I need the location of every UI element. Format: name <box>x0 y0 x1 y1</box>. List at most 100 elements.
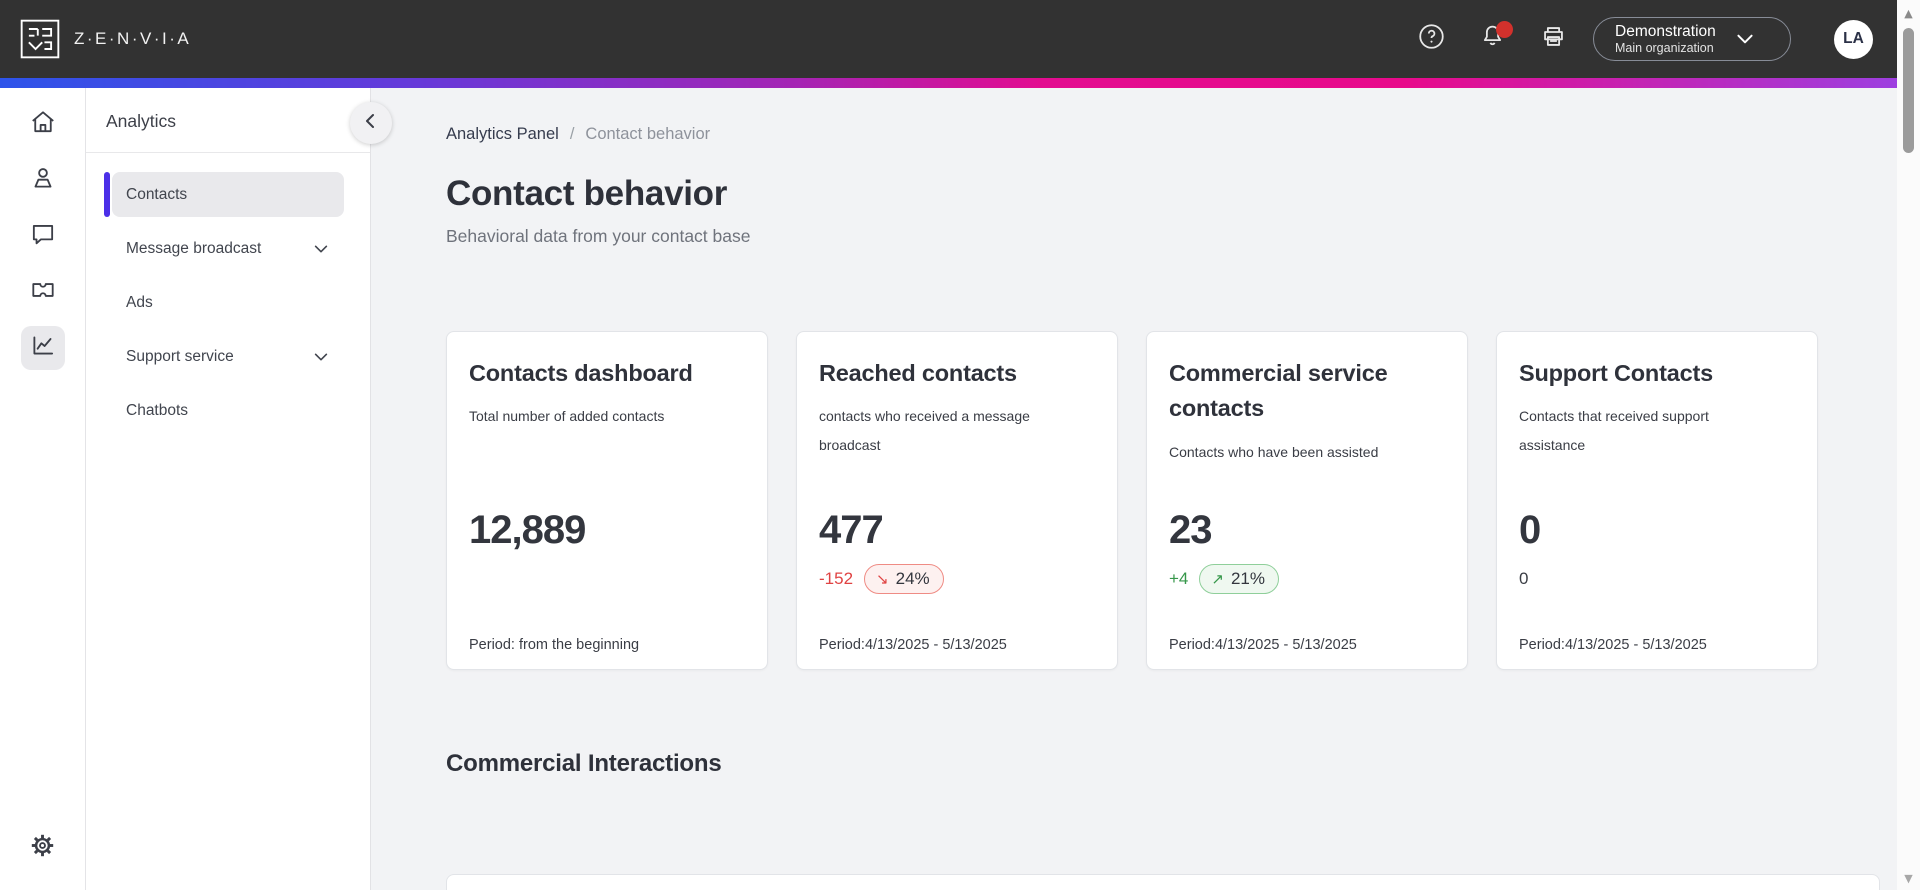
card-period: Period:4/13/2025 - 5/13/2025 <box>1519 637 1707 653</box>
card-description: Total number of added contacts <box>469 408 665 425</box>
card-delta-row: -152 ↘ 24% <box>819 564 944 594</box>
card-period: Period:4/13/2025 - 5/13/2025 <box>819 637 1007 653</box>
sidebar-item-label: Support service <box>126 347 234 365</box>
sidebar-item-contacts[interactable]: Contacts <box>104 172 344 217</box>
help-button[interactable] <box>1416 24 1446 54</box>
rail-item-contacts[interactable] <box>21 158 65 202</box>
sidebar-item-ads[interactable]: Ads <box>112 280 344 325</box>
card-title: Support Contacts <box>1519 360 1713 386</box>
rail-item-campaigns[interactable] <box>21 270 65 314</box>
card-value: 0 <box>1519 508 1541 552</box>
card-description: contacts who received a message broadcas… <box>819 408 1030 453</box>
help-icon <box>1418 23 1445 55</box>
person-icon <box>29 164 57 197</box>
sidebar-item-message-broadcast[interactable]: Message broadcast <box>112 226 344 271</box>
card-contacts-dashboard: Contacts dashboard Total number of added… <box>446 331 768 670</box>
notification-badge-dot <box>1496 21 1513 38</box>
organization-selector[interactable]: Demonstration Main organization <box>1593 17 1791 61</box>
ticket-icon <box>29 276 57 309</box>
breadcrumb: Analytics Panel / Contact behavior <box>446 125 1897 144</box>
trend-up-icon: ↗ <box>1211 570 1224 588</box>
printer-icon <box>1540 23 1567 55</box>
sidebar-divider <box>86 152 370 153</box>
card-value: 12,889 <box>469 508 586 552</box>
topbar-actions: Demonstration Main organization LA <box>1385 17 1873 61</box>
trend-badge-up: ↗ 21% <box>1199 564 1279 594</box>
sidebar-item-label: Message broadcast <box>126 239 262 257</box>
delta-value: -152 <box>819 569 854 588</box>
card-commercial-service-contacts: Commercial service contacts Contacts who… <box>1146 331 1468 670</box>
breadcrumb-analytics-panel[interactable]: Analytics Panel <box>446 125 559 143</box>
chevron-down-icon <box>1734 28 1756 50</box>
card-title: Contacts dashboard <box>469 360 693 386</box>
chevron-left-icon <box>361 111 381 136</box>
breadcrumb-current: Contact behavior <box>585 125 711 143</box>
card-delta-row: 0 <box>1519 564 1528 594</box>
card-description: Contacts that received support assistanc… <box>1519 408 1709 453</box>
sidebar-item-label: Ads <box>126 293 153 311</box>
topbar: Z·E·N·V·I·A <box>0 0 1897 78</box>
rail-item-conversations[interactable] <box>21 214 65 258</box>
content-area: Analytics Panel / Contact behavior Conta… <box>371 88 1897 890</box>
zenvia-logo[interactable]: Z·E·N·V·I·A <box>20 19 191 59</box>
rail-item-settings[interactable] <box>0 832 85 864</box>
sidebar-item-label: Chatbots <box>126 401 189 419</box>
card-period: Period:4/13/2025 - 5/13/2025 <box>1169 637 1357 653</box>
body-row: Analytics Contacts Message broadcast <box>0 88 1897 890</box>
card-value: 477 <box>819 508 884 552</box>
card-description: Contacts who have been assisted <box>1169 443 1379 460</box>
chat-bubble-icon <box>29 220 57 253</box>
page-scrollbar[interactable]: ▲ ▼ <box>1897 0 1920 890</box>
avatar-initials: LA <box>1843 30 1864 47</box>
delta-value: +4 <box>1169 569 1189 588</box>
organization-name: Demonstration <box>1615 22 1716 40</box>
organization-subtitle: Main organization <box>1615 40 1714 55</box>
analytics-sidebar: Analytics Contacts Message broadcast <box>86 88 392 890</box>
gear-icon <box>29 832 56 864</box>
card-title: Reached contacts <box>819 360 1017 386</box>
sidebar-title: Analytics <box>106 111 177 131</box>
sidebar-item-chatbots[interactable]: Chatbots <box>112 388 344 433</box>
trend-badge-down: ↘ 24% <box>864 564 944 594</box>
icon-rail <box>0 88 86 890</box>
active-indicator-bar <box>104 172 110 217</box>
delta-value: 0 <box>1519 569 1529 588</box>
trend-down-icon: ↘ <box>876 570 889 588</box>
page-subtitle: Behavioral data from your contact base <box>446 226 751 246</box>
card-period: Period: from the beginning <box>469 637 640 653</box>
scroll-down-arrow-icon[interactable]: ▼ <box>1904 872 1913 885</box>
notifications-button[interactable] <box>1477 21 1513 55</box>
brand-gradient-bar <box>0 78 1897 88</box>
brand-name: Z·E·N·V·I·A <box>74 29 192 48</box>
chevron-down-icon <box>312 348 330 366</box>
user-avatar[interactable]: LA <box>1834 19 1873 59</box>
home-icon <box>29 108 57 141</box>
bell-icon <box>1479 23 1506 55</box>
zenvia-logo-icon <box>20 19 60 59</box>
breadcrumb-separator: / <box>569 125 575 143</box>
commercial-interactions-card-partial <box>446 874 1880 890</box>
rail-item-home[interactable] <box>21 102 65 146</box>
card-reached-contacts: Reached contacts contacts who received a… <box>796 331 1118 670</box>
line-chart-icon <box>29 332 57 365</box>
scrollbar-thumb[interactable] <box>1903 28 1914 153</box>
card-title: Commercial service contacts <box>1169 360 1388 422</box>
rail-item-analytics[interactable] <box>20 326 65 370</box>
card-support-contacts: Support Contacts Contacts that received … <box>1496 331 1818 670</box>
sidebar-item-support-service[interactable]: Support service <box>112 334 344 379</box>
trend-percent: 24% <box>895 569 930 588</box>
print-button[interactable] <box>1538 24 1568 54</box>
sidebar-menu: Contacts Message broadcast Ads <box>86 153 370 433</box>
chevron-down-icon <box>312 240 330 258</box>
trend-percent: 21% <box>1230 569 1265 588</box>
card-delta-row: +4 ↗ 21% <box>1169 564 1279 594</box>
scroll-up-arrow-icon[interactable]: ▲ <box>1904 7 1913 20</box>
card-value: 23 <box>1169 508 1212 552</box>
sidebar-collapse-button[interactable] <box>350 102 392 144</box>
kpi-cards-row: Contacts dashboard Total number of added… <box>446 331 1897 670</box>
page-title: Contact behavior <box>446 174 728 213</box>
section-heading-commercial-interactions: Commercial Interactions <box>446 750 722 777</box>
organization-texts: Demonstration Main organization <box>1615 22 1716 57</box>
